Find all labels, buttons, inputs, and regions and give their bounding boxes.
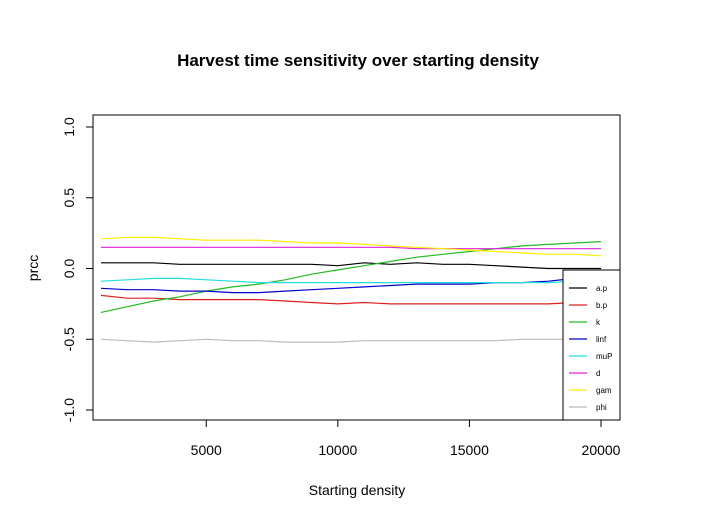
y-tick-label: 0.5 xyxy=(61,188,77,208)
y-tick-label: 0.0 xyxy=(61,259,77,279)
x-tick-label: 15000 xyxy=(450,442,489,458)
x-tick-label: 20000 xyxy=(582,442,621,458)
y-tick-label: -0.5 xyxy=(61,327,77,351)
x-tick-label: 5000 xyxy=(191,442,222,458)
legend-label: phi xyxy=(596,403,607,412)
legend-label: muP xyxy=(596,352,612,361)
series-layer xyxy=(100,236,602,343)
legend-label: linf xyxy=(596,335,607,344)
series-line-k xyxy=(100,241,602,313)
y-axis-label: prcc xyxy=(25,255,41,281)
series-line-b-p xyxy=(100,294,601,305)
series-line-d xyxy=(101,246,601,250)
chart-title: Harvest time sensitivity over starting d… xyxy=(177,51,539,70)
y-tick-label: -1.0 xyxy=(61,398,77,422)
series-line-a-p xyxy=(101,262,601,270)
legend: a.p b.p k linf muP d gam phi xyxy=(562,269,621,421)
y-tick-label: 1.0 xyxy=(61,117,77,137)
legend-label: d xyxy=(596,369,600,378)
legend-label: b.p xyxy=(596,301,608,310)
x-tick-label: 10000 xyxy=(318,442,357,458)
legend-label: a.p xyxy=(596,284,608,293)
legend-label: k xyxy=(596,318,601,327)
legend-box xyxy=(562,269,621,421)
series-line-phi xyxy=(100,338,601,343)
y-axis: -1.0 -0.5 0.0 0.5 1.0 xyxy=(61,117,94,422)
x-axis: 5000 10000 15000 20000 xyxy=(191,419,621,458)
series-line-gam xyxy=(100,236,602,257)
x-axis-label: Starting density xyxy=(309,482,406,498)
legend-label: gam xyxy=(596,386,612,395)
series-line-mup xyxy=(100,277,601,284)
